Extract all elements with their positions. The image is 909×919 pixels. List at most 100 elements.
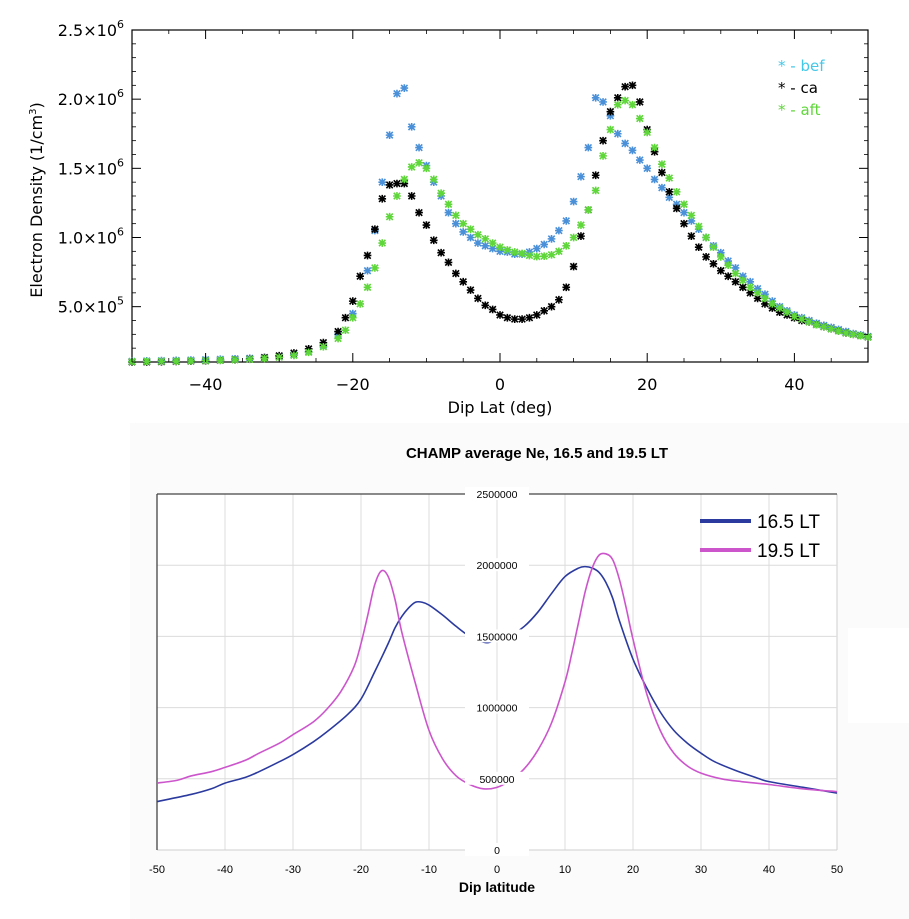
data-point-aft bbox=[665, 174, 674, 182]
data-point-aft bbox=[555, 247, 563, 256]
data-point-ca bbox=[606, 107, 615, 116]
data-point-bef bbox=[687, 217, 696, 225]
data-point-bef bbox=[577, 172, 585, 181]
data-point-aft bbox=[503, 246, 512, 254]
data-point-ca bbox=[709, 259, 718, 268]
data-point-aft bbox=[761, 294, 769, 303]
data-point-ca bbox=[775, 308, 784, 317]
data-point-ca bbox=[746, 288, 755, 297]
data-point-bef bbox=[363, 266, 372, 275]
data-point-bef bbox=[348, 309, 357, 318]
top-x-tick-labels: −40 −20 0 20 40 bbox=[131, 30, 869, 394]
data-point-bef bbox=[731, 264, 740, 272]
data-point-aft bbox=[157, 357, 166, 366]
data-point-bef bbox=[555, 226, 563, 235]
data-point-aft bbox=[290, 351, 298, 360]
data-point-aft bbox=[488, 239, 497, 247]
top-y-tick-times: ×10 bbox=[83, 159, 117, 178]
data-point-bef bbox=[665, 193, 674, 202]
data-point-aft bbox=[540, 252, 548, 261]
data-point-bef bbox=[746, 277, 755, 286]
bottom-y-tick-label: 1000000 bbox=[477, 703, 518, 715]
bottom-y-tick-label: 2500000 bbox=[477, 489, 518, 501]
data-point-aft bbox=[348, 313, 357, 322]
data-point-ca bbox=[393, 179, 401, 188]
data-point-ca bbox=[422, 221, 431, 229]
data-point-aft bbox=[753, 288, 762, 297]
top-y-tick-times: ×10 bbox=[83, 298, 117, 317]
bottom-x-tick-label: 50 bbox=[831, 864, 843, 876]
data-point-ca bbox=[591, 171, 600, 180]
data-point-bef bbox=[599, 98, 607, 106]
data-point-aft bbox=[172, 357, 180, 366]
data-point-ca bbox=[474, 294, 482, 303]
data-point-aft bbox=[606, 125, 615, 134]
data-point-bef bbox=[584, 143, 593, 152]
top-y-tick-exponent: 6 bbox=[117, 18, 124, 31]
data-point-aft bbox=[304, 348, 313, 357]
data-point-aft bbox=[444, 200, 453, 209]
data-point-aft bbox=[393, 192, 401, 200]
data-point-aft bbox=[658, 160, 666, 169]
data-point-ca bbox=[437, 248, 445, 257]
data-point-ca bbox=[547, 302, 556, 311]
data-point-ca bbox=[532, 311, 541, 319]
data-point-bef bbox=[628, 146, 637, 155]
data-point-bef bbox=[415, 143, 423, 152]
data-point-aft bbox=[636, 114, 644, 123]
top-y-tick-mantissa: 5.0 bbox=[58, 298, 83, 317]
legend-star: * bbox=[778, 57, 786, 75]
legend-entry-bef: * - bef bbox=[778, 57, 825, 75]
data-point-bef bbox=[481, 241, 490, 250]
data-point-aft bbox=[562, 241, 571, 250]
data-point-aft bbox=[400, 175, 409, 184]
data-point-bef bbox=[385, 131, 394, 139]
legend-star: * bbox=[778, 79, 786, 97]
data-point-ca bbox=[599, 136, 607, 145]
data-point-bef bbox=[591, 93, 600, 102]
data-point-ca bbox=[444, 258, 453, 267]
top-x-tick-label: −40 bbox=[189, 375, 223, 394]
bottom-x-tick-label: -50 bbox=[149, 864, 165, 876]
bottom-x-tick-label: 20 bbox=[627, 864, 639, 876]
legend-text: - ca bbox=[786, 79, 818, 97]
data-point-aft bbox=[260, 354, 269, 363]
data-point-aft bbox=[459, 219, 468, 228]
data-point-aft bbox=[341, 326, 350, 335]
data-point-ca bbox=[621, 82, 629, 91]
data-point-aft bbox=[864, 333, 872, 341]
top-x-tick-label: 40 bbox=[784, 375, 804, 394]
data-point-bef bbox=[488, 244, 497, 253]
data-point-ca bbox=[694, 243, 703, 252]
bottom-x-tick-label: 10 bbox=[559, 864, 571, 876]
data-point-aft bbox=[650, 143, 659, 152]
data-point-ca bbox=[510, 315, 519, 323]
top-plot-frame bbox=[131, 29, 869, 363]
data-point-aft bbox=[525, 251, 534, 260]
series-aft-points bbox=[128, 96, 872, 366]
data-point-aft bbox=[319, 342, 328, 351]
data-point-bef bbox=[496, 247, 504, 256]
data-point-ca bbox=[687, 232, 696, 240]
top-y-tick-exponent: 5 bbox=[117, 295, 124, 308]
top-scatter-points bbox=[128, 81, 872, 366]
data-point-ca bbox=[672, 204, 681, 213]
data-point-aft bbox=[569, 233, 578, 242]
data-point-ca bbox=[731, 277, 740, 286]
data-point-ca bbox=[518, 315, 526, 323]
data-point-ca bbox=[429, 236, 438, 245]
data-point-aft bbox=[371, 264, 379, 272]
data-point-aft bbox=[687, 211, 696, 220]
data-point-aft bbox=[378, 239, 387, 247]
data-point-ca bbox=[415, 208, 423, 217]
data-point-aft bbox=[481, 235, 490, 243]
data-point-ca bbox=[761, 300, 769, 308]
top-y-tick-exponent: 6 bbox=[117, 226, 124, 239]
data-point-ca bbox=[407, 192, 416, 200]
data-point-bef bbox=[532, 244, 541, 253]
data-point-ca bbox=[680, 219, 688, 228]
data-point-bef bbox=[680, 208, 688, 217]
data-point-ca bbox=[496, 311, 504, 319]
legend-star: * bbox=[778, 101, 786, 119]
